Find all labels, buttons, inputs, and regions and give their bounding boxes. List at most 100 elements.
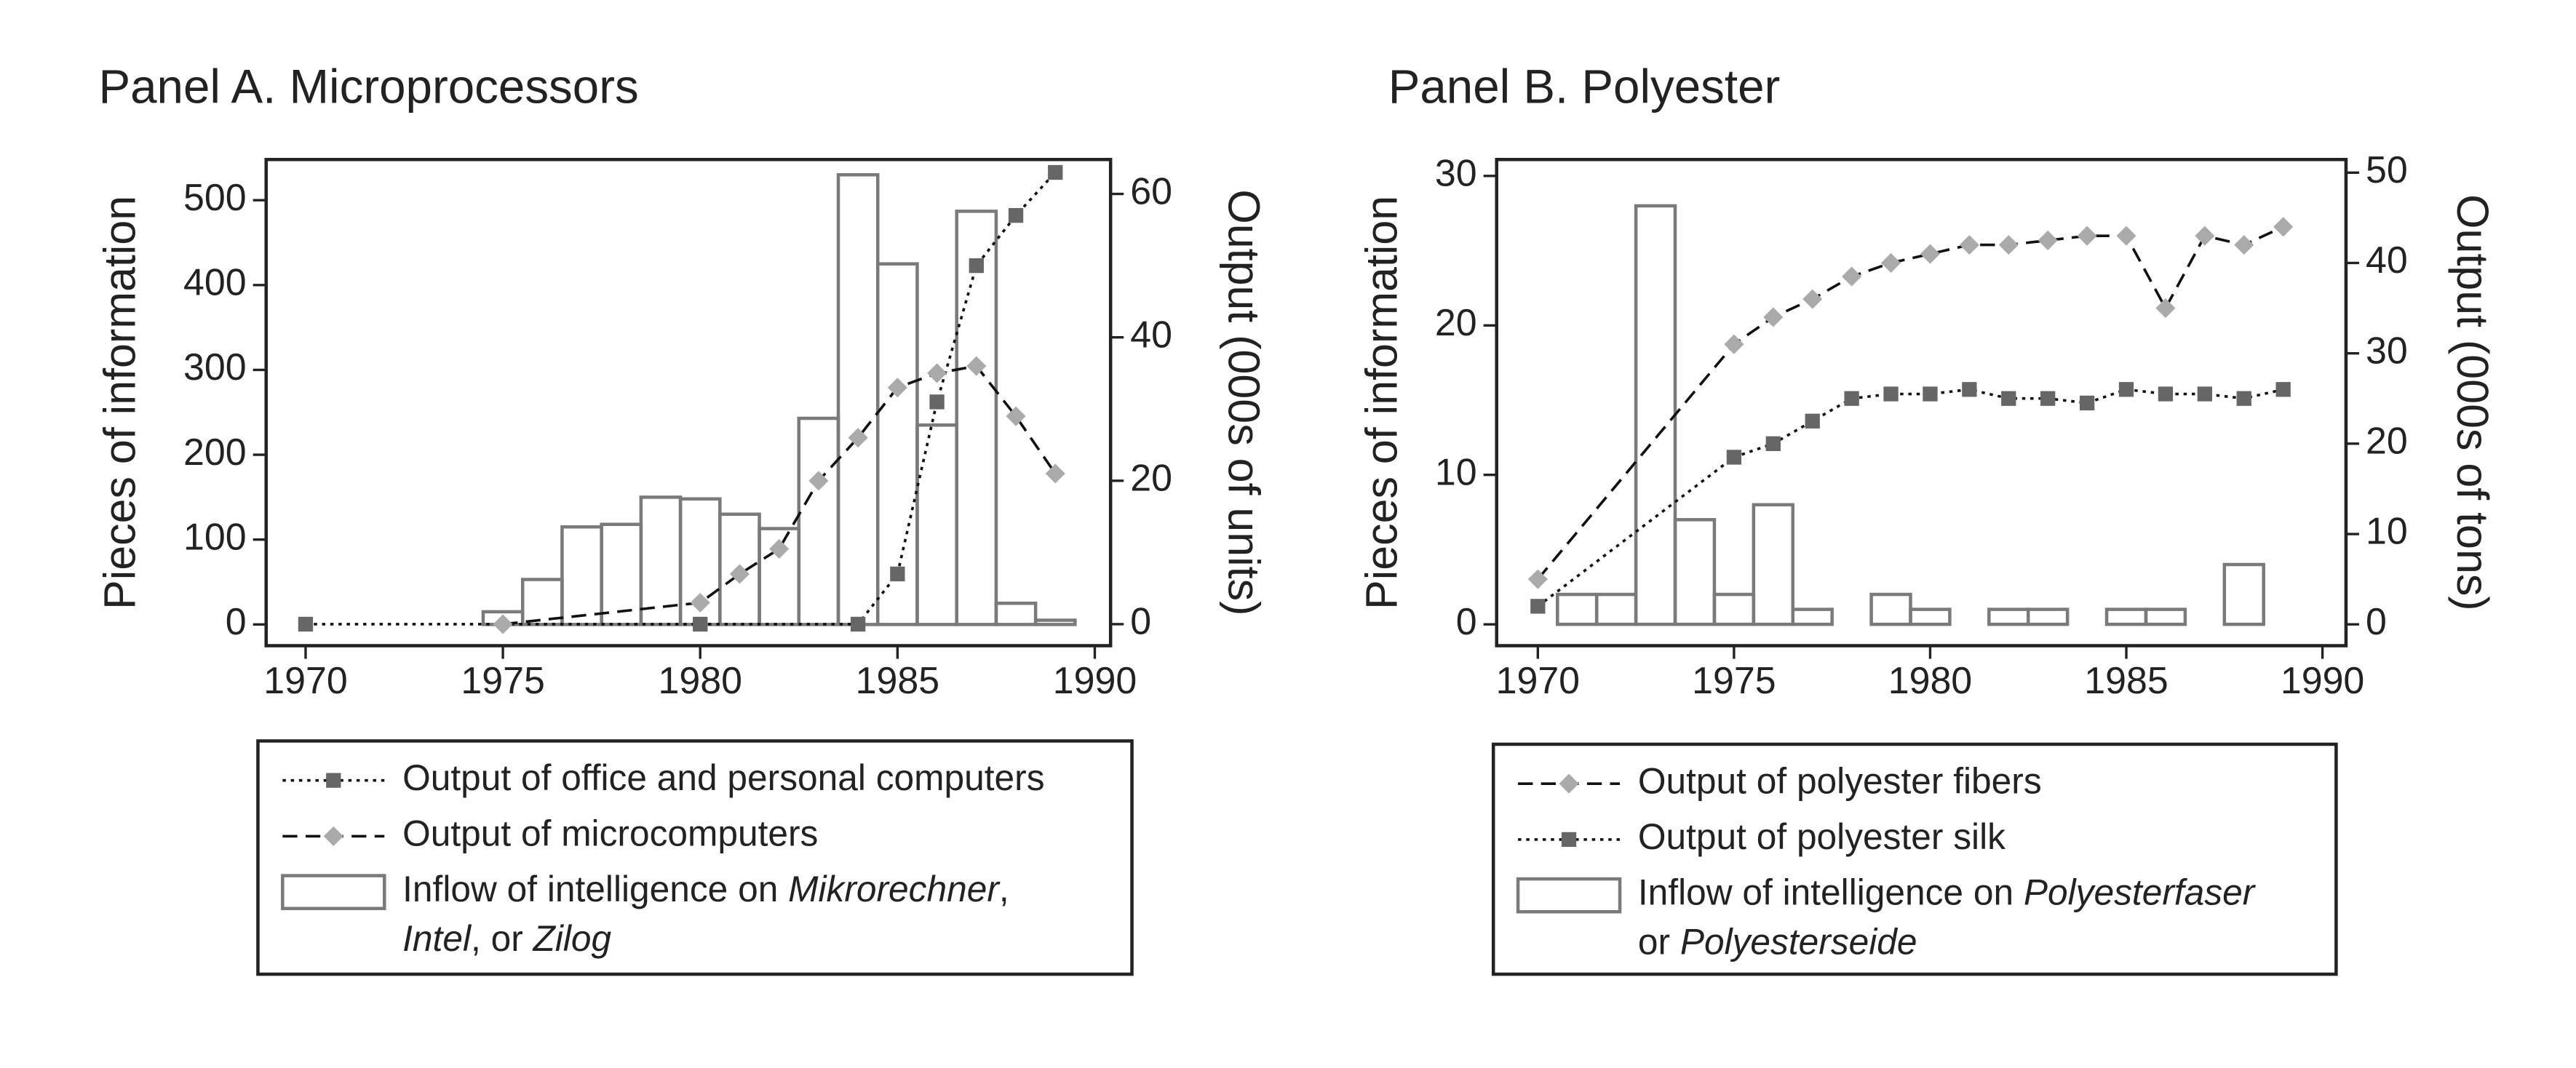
bar <box>2222 562 2265 626</box>
marker <box>1923 386 1938 402</box>
legend-label-part: Inflow of intelligence on <box>402 869 788 909</box>
legend-label-part: Mikrorechner <box>788 869 1001 909</box>
legend-label-part: Inflow of intelligence on <box>1638 872 2024 913</box>
x-tick-label: 1990 <box>2281 660 2364 702</box>
marker <box>693 616 708 632</box>
y-tick-label: 10 <box>1435 451 1477 493</box>
y-tick-label: 0 <box>226 601 247 643</box>
plot-frame <box>264 157 1113 647</box>
marker <box>2275 382 2291 397</box>
panel-title: Panel B. Polyester <box>1388 60 1781 113</box>
marker <box>2116 226 2136 246</box>
legend-box <box>256 739 1134 976</box>
marker <box>2038 230 2058 250</box>
legend-bar-swatch <box>281 874 386 911</box>
bar <box>1752 503 1795 626</box>
marker <box>2118 382 2134 397</box>
line <box>1537 388 2284 607</box>
legend-label: or Polyesterseide <box>1638 922 1917 963</box>
marker <box>2197 386 2213 402</box>
y-tick-label: 300 <box>183 346 247 388</box>
legend-label-part: , or <box>471 918 533 959</box>
y-tick-label: 400 <box>183 262 247 304</box>
marker <box>1530 599 1546 614</box>
y2-axis-label: Output (000s of tons) <box>2448 194 2497 610</box>
marker <box>887 378 907 398</box>
legend-label-part: , <box>999 869 1009 909</box>
line <box>305 171 1057 626</box>
y2-tick-label: 40 <box>2366 239 2408 282</box>
bar <box>560 525 603 626</box>
bar <box>1033 618 1077 626</box>
bar <box>836 172 880 626</box>
marker <box>848 428 868 448</box>
y2-tick-label: 50 <box>2366 149 2408 191</box>
legend-label-part: Polyesterseide <box>1680 922 1917 963</box>
marker <box>850 616 866 632</box>
y2-tick-label: 0 <box>2366 601 2387 643</box>
marker <box>2001 391 2016 406</box>
y2-tick-label: 10 <box>2366 511 2408 553</box>
marker <box>1765 436 1781 451</box>
bar <box>2104 607 2148 626</box>
marker <box>969 258 984 274</box>
legend-label: Inflow of intelligence on Polyesterfaser <box>1638 872 2257 913</box>
x-tick-label: 1980 <box>1888 660 1972 702</box>
y-tick-label: 100 <box>183 516 247 558</box>
marker <box>1998 235 2019 255</box>
marker <box>1962 382 1977 397</box>
x-tick-label: 1975 <box>1692 660 1776 702</box>
marker <box>2077 226 2097 246</box>
legend-label-part: Intel <box>402 918 472 959</box>
marker <box>1802 289 1823 309</box>
x-tick-label: 1985 <box>856 660 939 702</box>
bar <box>1673 518 1717 626</box>
marker <box>1842 266 1862 287</box>
bar <box>1556 592 1599 626</box>
marker <box>1724 334 1744 354</box>
marker <box>1805 413 1820 429</box>
bar <box>1634 204 1677 626</box>
y2-tick-label: 40 <box>1130 314 1172 356</box>
marker <box>298 616 314 632</box>
y2-tick-label: 20 <box>1130 458 1172 500</box>
legend-label: Inflow of intelligence on Mikrorechner, <box>402 869 1009 909</box>
legend-label-part: Polyesterfaser <box>2024 872 2257 913</box>
line <box>1536 226 2284 581</box>
marker <box>1920 244 1941 264</box>
y2-tick-label: 30 <box>2366 330 2408 372</box>
bar <box>1594 592 1638 626</box>
bar <box>1909 607 1952 626</box>
y-axis-label: Pieces of information <box>1356 196 1406 610</box>
x-tick-label: 1970 <box>263 660 347 702</box>
x-tick-label: 1970 <box>1496 660 1580 702</box>
marker <box>966 356 987 376</box>
legend-label: Output of polyester silk <box>1638 816 2005 857</box>
legend-label-part: Zilog <box>533 918 612 959</box>
marker <box>2158 386 2174 402</box>
marker <box>1726 450 1742 465</box>
marker <box>2040 391 2056 406</box>
bar <box>2144 607 2187 626</box>
y2-tick-label: 20 <box>2366 421 2408 463</box>
y-tick-label: 0 <box>1456 601 1477 643</box>
bar <box>915 423 958 626</box>
marker <box>927 363 947 383</box>
bar <box>1791 607 1834 626</box>
panel-title: Panel A. Microprocessors <box>98 60 638 113</box>
marker <box>929 394 945 410</box>
x-tick-label: 1985 <box>2084 660 2168 702</box>
marker <box>1844 391 1859 406</box>
x-tick-label: 1980 <box>658 660 742 702</box>
legend-marker <box>1561 832 1577 848</box>
legend-label: Output of polyester fibers <box>1638 760 2042 801</box>
marker <box>1527 569 1548 589</box>
legend-label: Output of microcomputers <box>402 813 818 854</box>
marker <box>2195 226 2215 246</box>
bar <box>1987 607 2030 626</box>
legend-bar-swatch <box>1516 877 1622 914</box>
legend-box <box>1491 742 2338 976</box>
bar <box>600 522 643 626</box>
y2-tick-label: 60 <box>1130 170 1172 212</box>
